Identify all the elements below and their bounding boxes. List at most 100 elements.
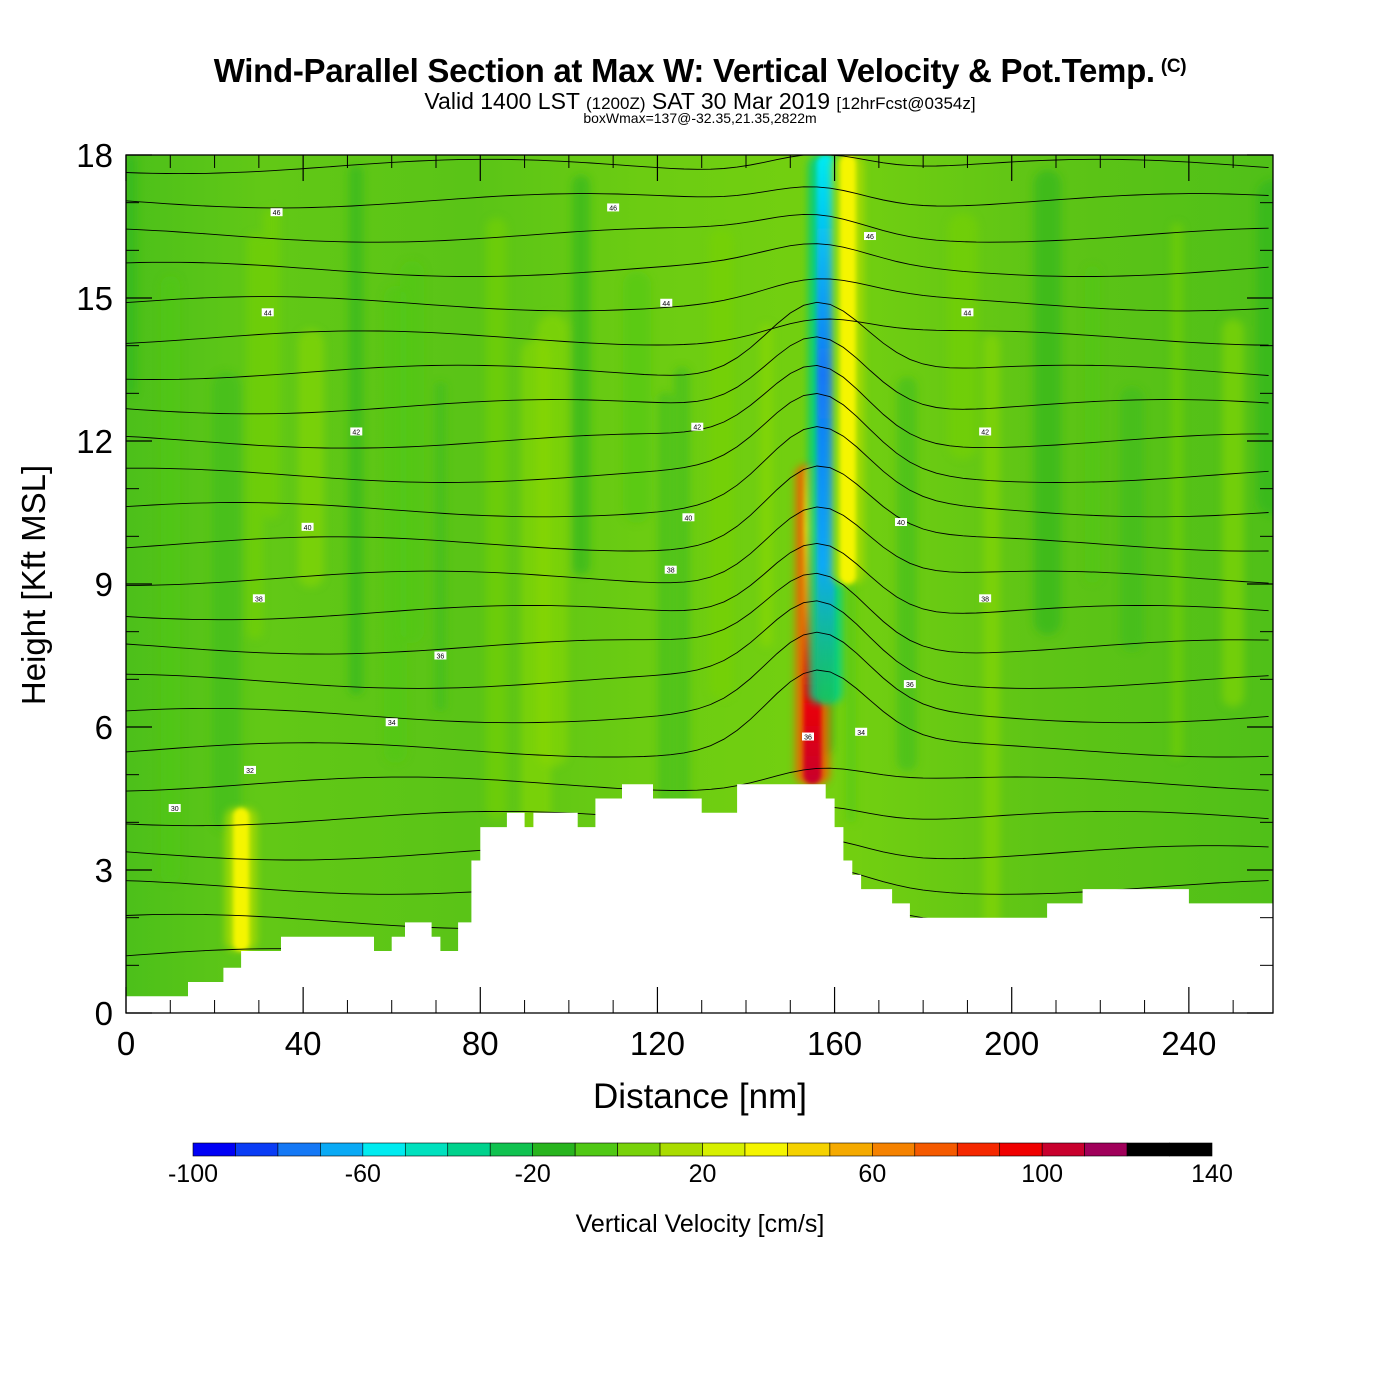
colorbar-swatch xyxy=(447,1142,491,1157)
theta-contour xyxy=(126,426,1269,518)
theta-label-bg xyxy=(434,651,447,660)
texture-streak xyxy=(572,175,590,575)
valid-time: Valid 1400 LST xyxy=(424,88,580,114)
w-feature-core xyxy=(233,808,250,952)
theta-label-bg xyxy=(855,727,868,736)
theta-label-text: 36 xyxy=(437,654,445,661)
theta-label-bg xyxy=(664,565,677,574)
colorbar-swatch xyxy=(617,1142,661,1157)
theta-label-text: 34 xyxy=(388,720,396,727)
copyright-mark: (C) xyxy=(1160,56,1187,77)
x-tick-label: 160 xyxy=(807,1025,862,1062)
chart-title: Wind-Parallel Section at Max W: Vertical… xyxy=(0,52,1400,90)
theta-label-text: 46 xyxy=(866,234,874,241)
colorbar-swatch xyxy=(574,1142,618,1157)
theta-label-text: 32 xyxy=(246,768,254,775)
texture-streak xyxy=(1034,170,1061,635)
x-tick-label: 240 xyxy=(1161,1025,1216,1062)
theta-label-text: 40 xyxy=(897,520,905,527)
w-feature-2 xyxy=(831,155,864,584)
theta-label-text: 38 xyxy=(255,596,263,603)
theta-label-text: 44 xyxy=(264,310,272,317)
theta-label: 36 xyxy=(903,680,916,689)
theta-label-bg xyxy=(961,308,974,317)
theta-label: 38 xyxy=(979,594,992,603)
theta-label-bg xyxy=(691,422,704,431)
texture-streak xyxy=(521,339,551,887)
colorbar-swatch xyxy=(192,1142,236,1157)
colorbar-swatch xyxy=(404,1142,449,1157)
theta-label-bg xyxy=(979,427,992,436)
theta-label: 40 xyxy=(682,513,695,522)
y-tick-label: 15 xyxy=(76,280,113,317)
theta-contour xyxy=(126,465,1269,552)
theta-contour xyxy=(126,186,1269,209)
theta-label-bg xyxy=(682,513,695,522)
colorbar-tick-label: 20 xyxy=(689,1160,717,1188)
colorbar-swatch xyxy=(829,1142,873,1157)
theta-label-bg xyxy=(979,594,992,603)
texture-streak xyxy=(298,329,324,587)
theta-label-bg xyxy=(864,232,876,241)
theta-label-bg xyxy=(270,208,283,217)
x-tick-label: 0 xyxy=(117,1025,135,1062)
colorbar-swatch xyxy=(362,1142,406,1157)
theta-contour xyxy=(126,155,1269,175)
colorbar-swatch xyxy=(489,1142,533,1157)
y-tick-label: 9 xyxy=(95,566,113,603)
texture-streak xyxy=(161,276,180,883)
y-tick-label: 12 xyxy=(76,423,113,460)
chart-title-text: Wind-Parallel Section at Max W: Vertical… xyxy=(213,52,1155,89)
x-tick-label: 200 xyxy=(984,1025,1039,1062)
theta-contour xyxy=(126,278,1269,312)
theta-label-text: 42 xyxy=(981,429,989,436)
colorbar-swatch xyxy=(914,1142,958,1157)
theta-label-text: 34 xyxy=(857,730,865,737)
theta-label-bg xyxy=(350,427,363,436)
theta-label-bg xyxy=(895,518,907,527)
texture-streak xyxy=(247,233,263,639)
theta-label-text: 44 xyxy=(662,301,670,308)
theta-label-text: 40 xyxy=(304,525,312,532)
theta-label: 40 xyxy=(895,518,907,527)
y-axis-label: Height [Kft MSL] xyxy=(15,465,52,705)
theta-label-bg xyxy=(244,765,256,774)
colorbar-tick-label: 100 xyxy=(1021,1160,1063,1188)
theta-contour xyxy=(126,572,1269,655)
texture-streak xyxy=(709,228,734,699)
theta-label: 38 xyxy=(664,565,677,575)
theta-label-bg xyxy=(168,804,181,813)
colorbar-swatch xyxy=(277,1142,321,1157)
theta-label: 44 xyxy=(961,308,974,317)
colorbar-swatch xyxy=(1126,1142,1170,1157)
theta-label-bg xyxy=(802,732,814,741)
theta-label: 46 xyxy=(270,208,283,217)
texture-streak xyxy=(1171,223,1183,759)
texture-streak xyxy=(948,213,978,459)
texture-streak xyxy=(1257,180,1273,515)
theta-label-text: 36 xyxy=(804,735,812,742)
texture-streak xyxy=(1085,266,1100,583)
theta-label-text: 42 xyxy=(693,425,701,432)
theta-label-text: 42 xyxy=(352,429,360,436)
theta-label-text: 36 xyxy=(906,682,914,689)
texture-streak xyxy=(674,367,690,891)
theta-label-bg xyxy=(903,680,916,689)
y-tick-label: 18 xyxy=(76,137,113,174)
texture-streak xyxy=(126,155,136,395)
texture-streak xyxy=(1222,319,1244,707)
texture-streak xyxy=(263,208,280,519)
valid-utc: (1200Z) xyxy=(585,94,646,113)
theta-label: 38 xyxy=(252,594,265,603)
chart-subtitle: Valid 1400 LST (1200Z) SAT 30 Mar 2019 [… xyxy=(0,88,1400,115)
texture-streak xyxy=(1120,387,1144,651)
y-tick-label: 0 xyxy=(95,995,113,1032)
colorbar-swatch xyxy=(787,1142,831,1157)
valid-date: SAT 30 Mar 2019 xyxy=(651,88,831,114)
theta-contour xyxy=(126,542,1269,621)
theta-label: 42 xyxy=(979,427,992,436)
theta-label: 44 xyxy=(261,308,274,317)
theta-contour xyxy=(126,631,1269,724)
theta-contour xyxy=(126,767,1269,792)
